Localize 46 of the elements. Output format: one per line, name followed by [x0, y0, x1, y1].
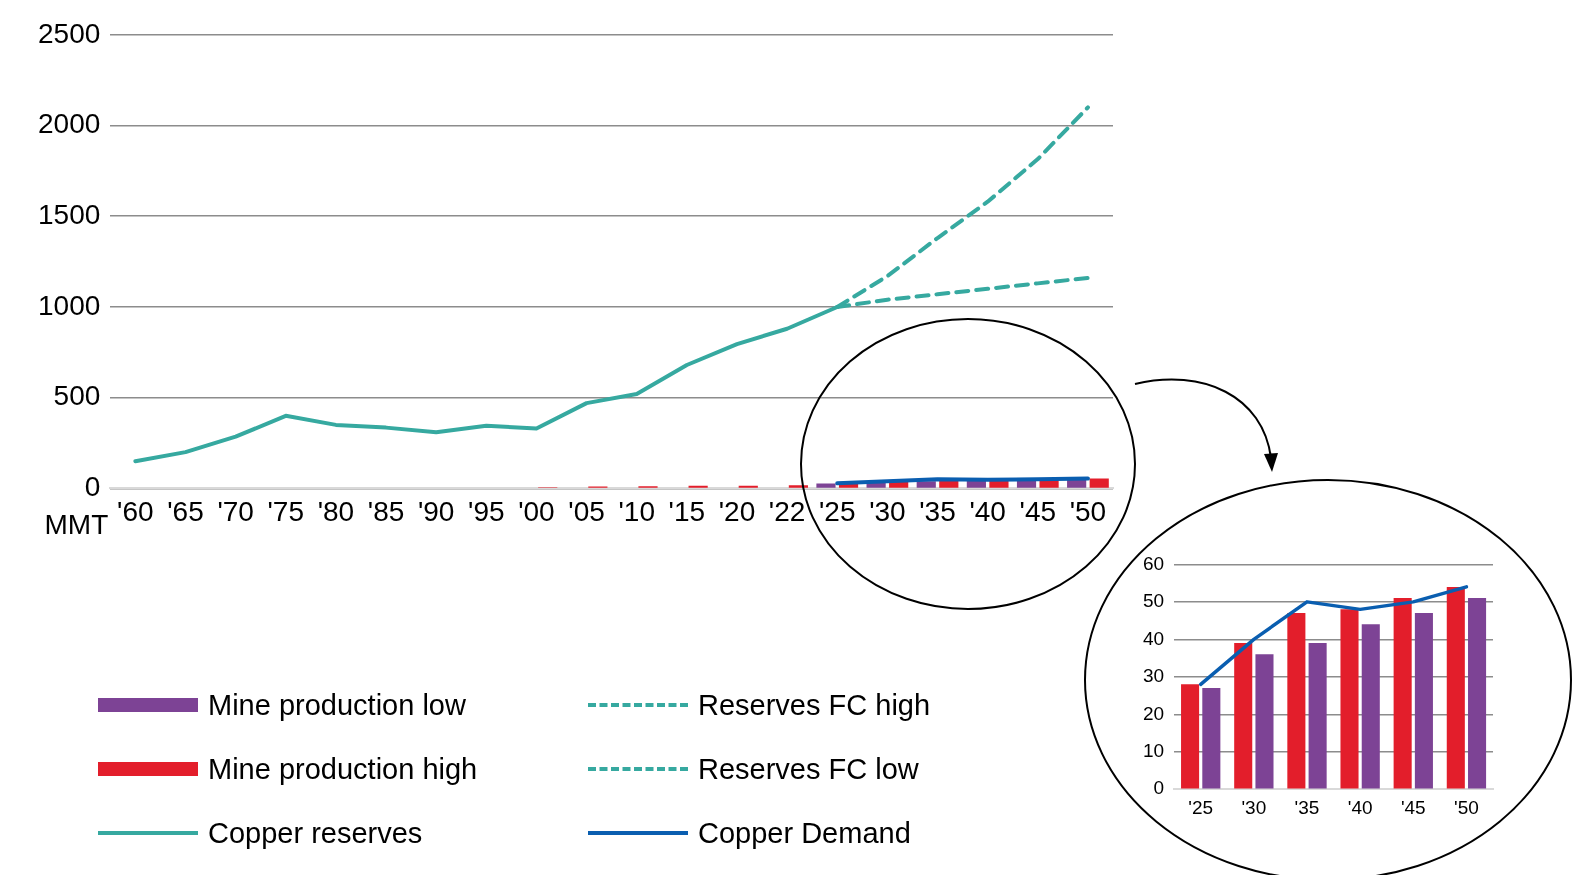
y-tick-label: 50 — [1142, 590, 1165, 612]
x-tick-label: '70 — [217, 495, 254, 527]
x-tick-label: '90 — [417, 495, 455, 527]
y-tick-label: 1000 — [37, 289, 101, 321]
x-tick-label: '25 — [819, 495, 856, 527]
y-tick-label: 0 — [84, 471, 101, 503]
x-tick-label: '40 — [969, 495, 1006, 527]
x-tick-label: '00 — [518, 495, 555, 527]
legend-label: Copper Demand — [698, 816, 911, 850]
y-tick-label: 0 — [1153, 777, 1165, 799]
y-tick-label: 60 — [1142, 552, 1165, 574]
y-tick-label: 10 — [1142, 739, 1165, 761]
x-tick-label: '35 — [919, 495, 956, 527]
x-tick-label: '35 — [1294, 796, 1320, 818]
legend-label: Mine production low — [208, 688, 466, 722]
x-tick-label: '30 — [869, 495, 906, 527]
x-tick-label: '20 — [718, 495, 756, 527]
x-tick-label: '30 — [1241, 796, 1267, 818]
legend-label: Mine production high — [208, 752, 478, 786]
legend-label: Copper reserves — [208, 816, 423, 850]
y-tick-label: 2500 — [37, 17, 101, 49]
y-tick-label: 30 — [1142, 665, 1165, 687]
y-axis-title: MMT — [44, 508, 109, 540]
y-tick-label: 500 — [53, 380, 101, 412]
x-tick-label: '65 — [167, 495, 204, 527]
x-tick-label: '05 — [568, 495, 605, 527]
y-tick-label: 20 — [1142, 702, 1165, 724]
x-tick-label: '45 — [1019, 495, 1057, 527]
x-tick-label: '10 — [618, 495, 655, 527]
x-tick-label: '25 — [1188, 796, 1214, 818]
y-tick-label: 40 — [1142, 627, 1165, 649]
x-tick-label: '95 — [468, 495, 505, 527]
x-tick-label: '45 — [1400, 796, 1426, 818]
x-tick-label: '80 — [317, 495, 355, 527]
x-tick-label: '50 — [1069, 495, 1107, 527]
x-tick-label: '60 — [117, 495, 154, 527]
x-tick-label: '85 — [367, 495, 405, 527]
x-tick-label: '75 — [267, 495, 305, 527]
legend-label: Reserves FC low — [698, 752, 919, 786]
y-tick-label: 2000 — [37, 108, 101, 140]
x-tick-label: '22 — [768, 495, 806, 527]
x-tick-label: '50 — [1454, 796, 1479, 818]
legend-label: Reserves FC high — [698, 688, 931, 722]
y-tick-label: 1500 — [37, 198, 101, 230]
x-tick-label: '15 — [668, 495, 706, 527]
x-tick-label: '40 — [1347, 796, 1373, 818]
